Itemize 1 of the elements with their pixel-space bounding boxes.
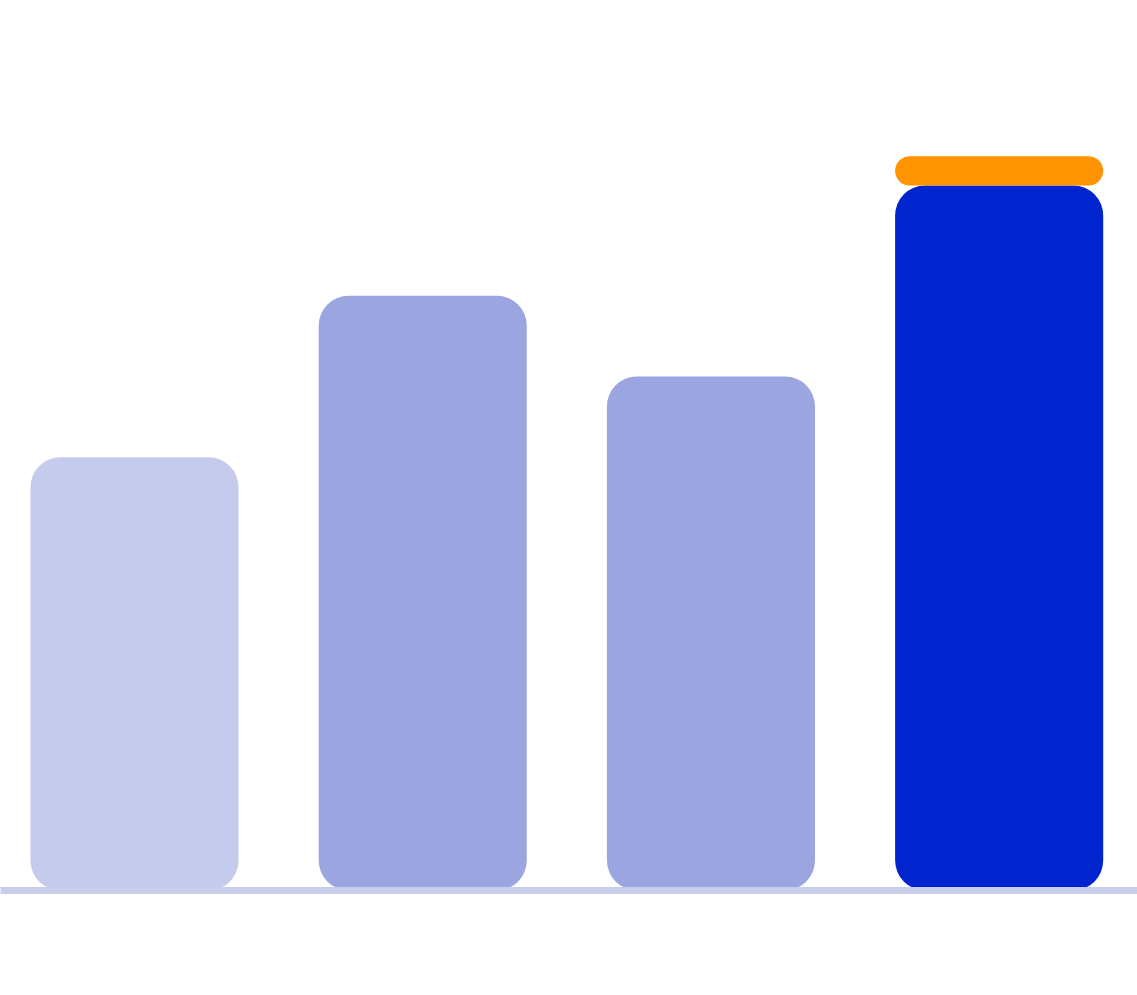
bar	[895, 156, 1104, 186]
